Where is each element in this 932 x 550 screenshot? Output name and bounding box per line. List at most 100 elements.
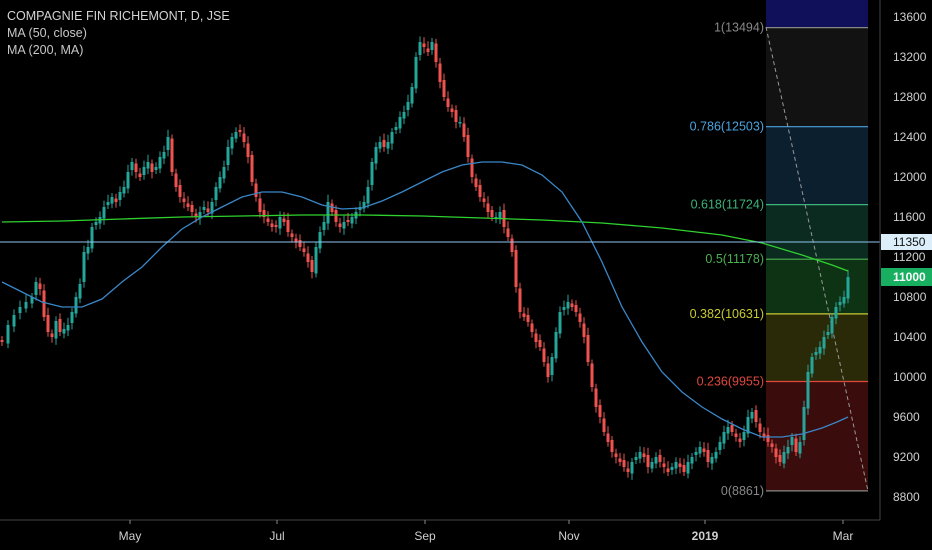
candle-body [142, 167, 146, 175]
candle-body [494, 217, 498, 219]
candle-body [342, 222, 346, 229]
candle-body [646, 455, 650, 467]
candle-body [330, 203, 334, 212]
candle-body [466, 135, 470, 157]
candle-body [634, 457, 638, 460]
candle-body [382, 140, 386, 147]
candle-body [122, 187, 126, 194]
candle-body [162, 152, 166, 159]
candle-body [398, 117, 402, 129]
candle-body [242, 133, 246, 142]
candle-body [262, 210, 266, 217]
candle-body [30, 297, 34, 304]
candle-body [754, 410, 758, 422]
candle-body [74, 297, 78, 314]
candle-body [570, 303, 574, 307]
candle-body [846, 277, 850, 299]
candle-body [770, 443, 774, 447]
candle-body [406, 102, 410, 110]
candle-body [658, 455, 662, 462]
candle-body [38, 283, 42, 289]
candle-body [542, 348, 546, 362]
candle-body [826, 332, 830, 335]
candle-body [830, 317, 834, 334]
candle-body [458, 122, 462, 124]
candle-body [58, 319, 62, 332]
candle-body [290, 233, 294, 237]
candle-body [18, 307, 22, 313]
candle-body [838, 302, 842, 305]
candle-body [430, 42, 434, 50]
candle-body [182, 198, 186, 202]
x-tick-label: Nov [558, 529, 579, 543]
candle-body [362, 202, 366, 209]
candle-body [774, 448, 778, 457]
candle-body [158, 157, 162, 169]
candle-body [470, 158, 474, 177]
y-tick-label: 11600 [893, 210, 926, 224]
candle-body [534, 333, 538, 342]
candle-body [62, 329, 66, 334]
candle-body [0, 340, 4, 342]
candle-body [250, 155, 254, 182]
fib-zone [766, 259, 868, 314]
candle-body [378, 142, 382, 149]
candle-body [806, 372, 810, 409]
axis-bottom: May Jul Sep Nov 2019 Mar [0, 519, 880, 543]
axis-right: 13600 13200 12800 12400 12000 11600 11200 10800… [879, 0, 932, 520]
candle-body [50, 333, 54, 337]
candle-body [742, 432, 746, 440]
candle-body [402, 112, 406, 119]
candle-body [438, 63, 442, 82]
candle-body [582, 323, 586, 337]
y-tick-label: 10400 [893, 330, 927, 344]
candle-body [454, 110, 458, 122]
candle-body [522, 313, 526, 317]
candle-body [802, 407, 806, 440]
candle-body [274, 225, 278, 227]
candle-body [318, 232, 322, 249]
candle-body [794, 438, 798, 452]
candle-body [422, 43, 426, 47]
candle-body [70, 312, 74, 323]
candle-body [190, 205, 194, 212]
candle-body [294, 238, 298, 242]
candle-body [694, 452, 698, 455]
fib-top-zone [766, 0, 868, 28]
candle-body [178, 185, 182, 197]
candle-body [418, 42, 422, 55]
candle-body [130, 162, 134, 170]
candle-body [446, 98, 450, 107]
candle-body [714, 452, 718, 459]
candle-body [506, 228, 510, 237]
candle-body [810, 357, 814, 374]
candle-body [814, 352, 818, 355]
hline-price-text: 11350 [893, 235, 926, 249]
candle-body [674, 462, 678, 469]
candle-body [174, 173, 178, 187]
candle-body [762, 433, 766, 437]
x-tick-label: May [119, 529, 142, 543]
candle-body [102, 207, 106, 219]
candle-body [154, 167, 158, 170]
candle-body [114, 198, 118, 202]
candle-body [334, 210, 338, 222]
candle-body [170, 138, 174, 172]
candle-body [390, 132, 394, 144]
candle-body [78, 284, 82, 299]
candle-body [682, 465, 686, 472]
candle-body [314, 247, 318, 274]
candle-body [386, 142, 390, 149]
candle-body [106, 202, 110, 205]
candle-body [602, 418, 606, 432]
candle-body [614, 453, 618, 457]
candle-body [798, 442, 802, 454]
candle-body [722, 432, 726, 444]
candle-body [198, 212, 202, 219]
candle-body [266, 218, 270, 222]
candle-body [786, 447, 790, 454]
candle-body [730, 425, 734, 432]
candle-body [538, 340, 542, 347]
candle-body [698, 447, 702, 454]
